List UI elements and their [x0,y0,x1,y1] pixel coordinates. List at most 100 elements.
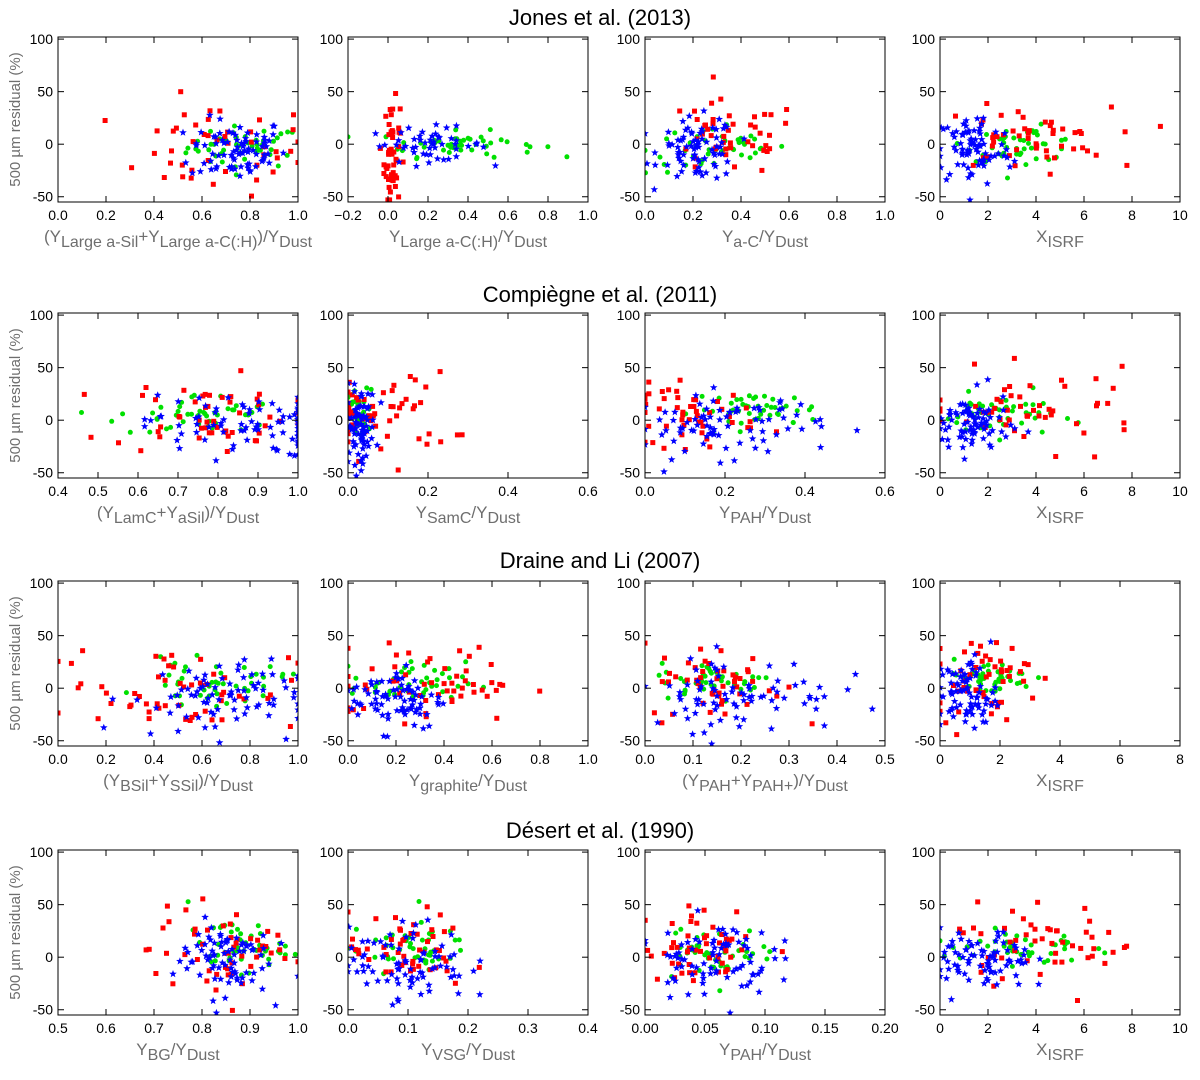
data-point-green [416,899,422,904]
data-point-blue [697,682,705,690]
data-point-blue [447,930,456,938]
data-point-green [665,695,671,701]
x-tick-label: 0 [936,1020,944,1036]
y-tick-label: 50 [327,360,343,376]
data-point-blue [239,939,247,947]
data-point-green [185,899,191,905]
data-point-blue [755,988,763,996]
data-point-blue [986,413,995,421]
data-point-blue [940,665,945,673]
data-point-red [176,414,182,419]
data-point-blue [700,990,709,998]
data-point-blue [979,158,987,166]
data-point-red [1016,133,1022,139]
data-point-red [1108,104,1114,110]
x-tick-label: 0.15 [811,1020,838,1036]
data-point-blue [245,159,253,168]
x-tick-label: 0.6 [128,483,148,499]
data-point-red [994,396,1000,402]
data-point-blue [953,679,961,687]
data-point-red [724,967,730,973]
data-point-blue [242,968,251,976]
data-point-blue [438,140,446,148]
data-point-red [190,139,196,145]
data-point-red [699,131,705,137]
data-point-blue [947,995,956,1003]
data-point-red [425,939,430,945]
data-point-red [1013,937,1019,943]
data-point-blue [951,669,960,677]
y-tick-label: 100 [617,31,641,47]
panel-3-0: 0.5 0.6 0.7 0.8 0.9 1.0-50050100YBG/YDust500 … [7,844,308,1064]
data-point-red [418,400,424,406]
data-point-blue [183,964,191,972]
x-tick-label: 0.4 [498,483,518,499]
data-point-red [1121,945,1127,950]
data-point-blue [717,138,726,146]
data-point-green [656,672,662,678]
data-point-blue [252,150,261,158]
data-point-blue [951,960,959,969]
data-point-blue [1000,151,1008,160]
data-point-blue [676,428,685,436]
data-point-blue [416,132,424,140]
data-point-red [441,955,447,961]
data-point-red [410,966,416,972]
data-point-blue [435,952,443,960]
data-point-blue [680,955,689,963]
data-point-red [989,143,995,149]
data-point-blue [716,716,725,724]
data-point-red [390,170,396,176]
data-point-red [710,691,716,697]
data-point-red [1007,939,1013,945]
data-point-green [282,943,288,949]
data-point-red [362,682,368,688]
data-point-blue [158,670,167,678]
data-point-blue [713,701,721,709]
data-point-red [274,155,280,161]
data-point-red [231,944,237,950]
x-tick-label: 0.00 [631,1020,658,1036]
data-point-green [1022,937,1028,943]
data-point-red [645,396,648,402]
data-point-blue [182,158,190,166]
data-point-blue [708,123,717,132]
data-point-blue [402,958,410,966]
data-point-blue [173,436,181,444]
data-point-blue [706,429,715,437]
data-point-blue [1020,945,1029,953]
data-point-blue [999,392,1007,400]
data-point-red [940,661,943,667]
data-point-blue [248,670,256,678]
data-point-red [764,149,770,154]
data-point-green [253,671,259,677]
data-point-blue [696,685,704,693]
data-point-red [669,921,675,926]
data-point-red [254,396,260,402]
data-point-red [940,646,943,651]
data-point-blue [745,681,753,689]
data-point-red [368,418,374,424]
data-point-blue [976,129,984,137]
data-point-green [756,675,762,681]
data-point-green [109,418,115,424]
data-point-green [1009,963,1015,969]
data-point-blue [265,959,273,968]
data-point-red [970,162,976,168]
plot-frame [939,312,1181,479]
data-point-blue [399,144,408,152]
data-point-blue [218,674,226,682]
y-tick-label: -50 [323,465,343,481]
data-point-green [220,681,226,687]
data-point-green [399,669,404,675]
plot-frame [939,580,1181,747]
data-point-red [743,934,749,940]
data-point-green [1008,678,1013,684]
data-point-blue [729,967,737,975]
data-point-blue [179,128,187,136]
data-point-blue [698,171,706,179]
data-point-red [537,688,543,694]
data-point-blue [775,405,784,413]
data-point-blue [737,688,746,697]
data-point-blue [993,701,1002,709]
